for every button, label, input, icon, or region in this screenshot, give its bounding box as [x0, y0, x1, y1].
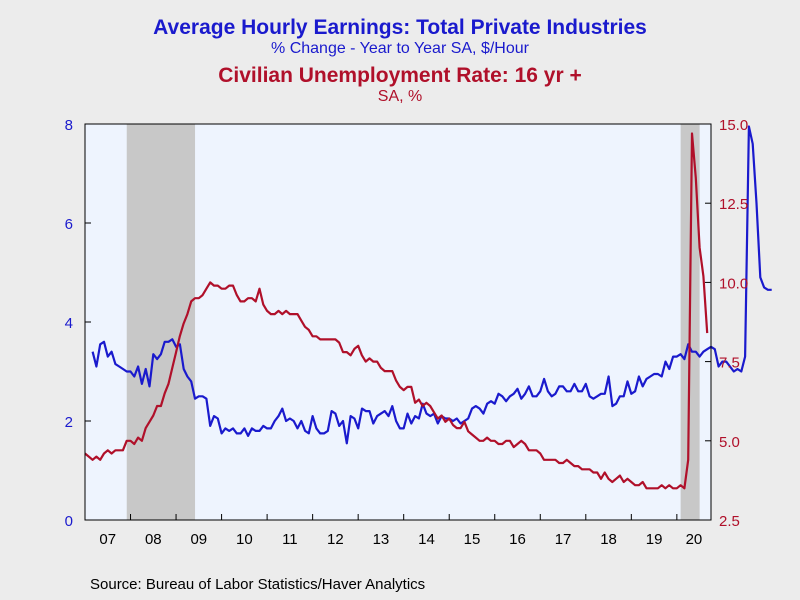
x-axis-label: 18 [600, 531, 617, 548]
x-axis-label: 16 [509, 531, 526, 548]
x-axis-label: 17 [555, 531, 572, 548]
right-axis-label: 2.5 [719, 513, 740, 530]
left-axis-label: 0 [65, 513, 73, 530]
x-axis-label: 11 [282, 531, 298, 548]
right-axis-label: 7.5 [719, 355, 740, 372]
x-axis-label: 13 [373, 531, 390, 548]
right-axis-label: 10.0 [719, 275, 748, 292]
x-axis-label: 07 [99, 531, 116, 548]
x-axis-label: 20 [686, 531, 703, 548]
left-axis-label: 6 [65, 216, 73, 233]
x-axis-label: 12 [327, 531, 344, 548]
left-axis-label: 4 [65, 315, 73, 332]
chart-subtitle-2: SA, % [377, 88, 423, 105]
x-axis-label: 08 [145, 531, 162, 548]
left-axis-label: 2 [65, 414, 73, 431]
x-axis-label: 19 [646, 531, 663, 548]
right-axis-label: 5.0 [719, 434, 740, 451]
series-line-unemployment [84, 132, 709, 490]
x-axis-label: 15 [464, 531, 481, 548]
chart-subtitle: % Change - Year to Year SA, $/Hour [271, 40, 529, 57]
source-note: Source: Bureau of Labor Statistics/Haver… [90, 576, 426, 593]
right-axis-label: 15.0 [719, 117, 748, 134]
series-line-earnings [91, 125, 772, 445]
chart-title-2: Civilian Unemployment Rate: 16 yr + [218, 64, 582, 87]
right-axis-label: 12.5 [719, 196, 748, 213]
left-axis-label: 8 [65, 117, 73, 134]
x-axis-label: 14 [418, 531, 435, 548]
x-axis-label: 10 [236, 531, 253, 548]
x-axis-label: 09 [190, 531, 207, 548]
chart-title: Average Hourly Earnings: Total Private I… [153, 16, 647, 39]
